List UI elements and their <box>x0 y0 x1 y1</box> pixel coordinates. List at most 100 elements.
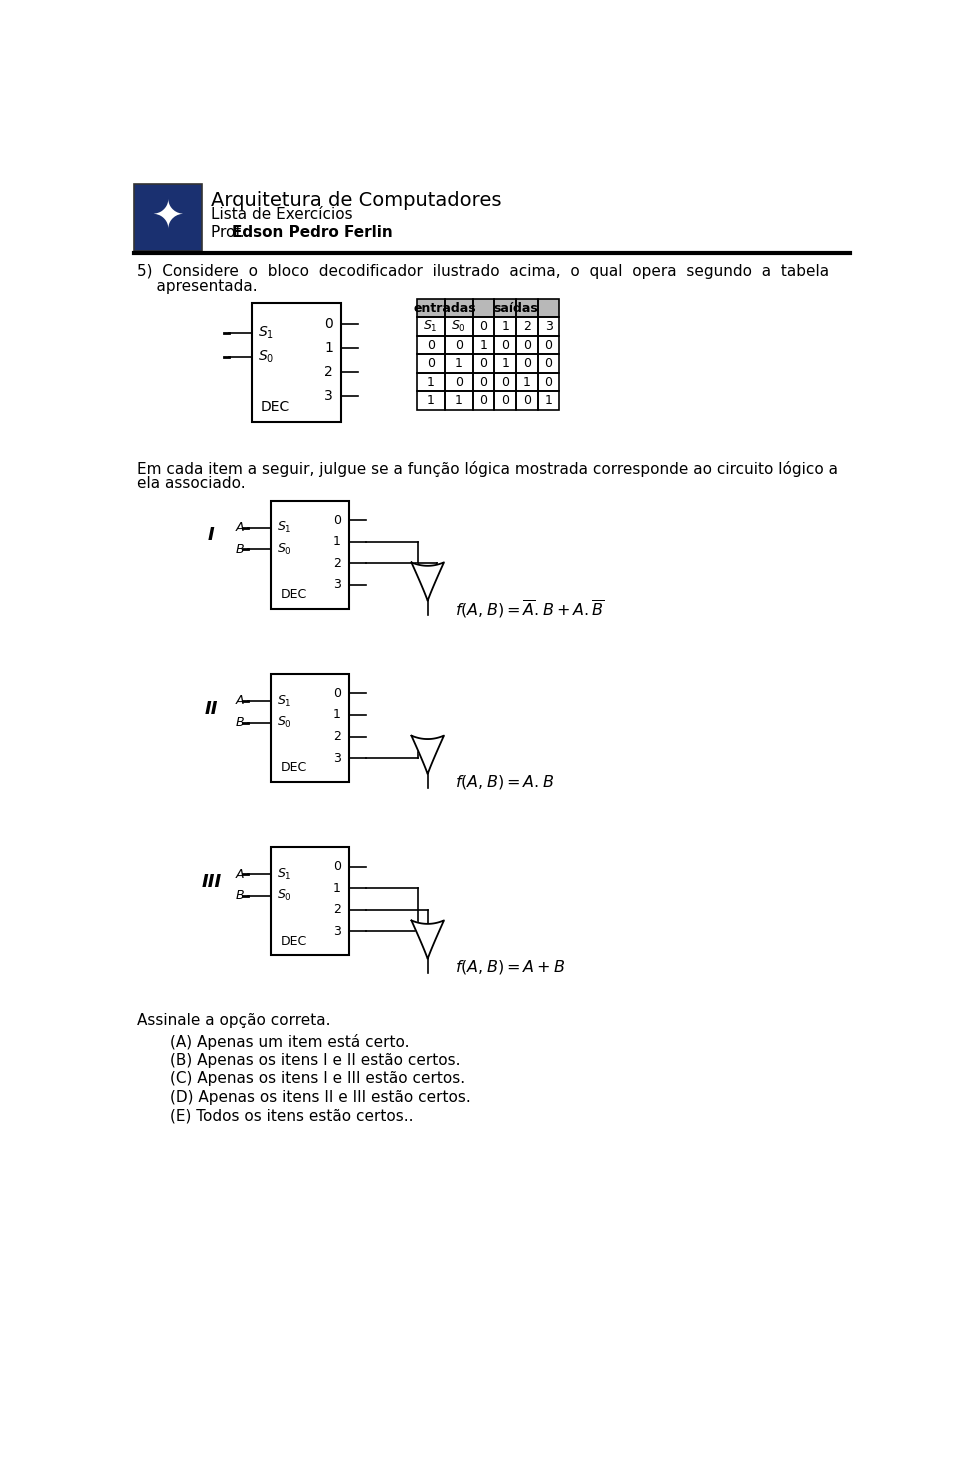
Bar <box>472 299 494 318</box>
Bar <box>516 318 538 336</box>
Text: 1: 1 <box>501 358 509 370</box>
Text: $S_1$: $S_1$ <box>258 325 274 341</box>
Text: 2: 2 <box>333 903 341 916</box>
Text: entradas: entradas <box>414 302 476 315</box>
Text: $S_0$: $S_0$ <box>277 888 292 903</box>
Bar <box>417 372 444 392</box>
Bar <box>472 372 494 392</box>
Text: 3: 3 <box>333 925 341 939</box>
Bar <box>134 183 203 251</box>
Bar <box>494 336 516 355</box>
Bar <box>516 355 538 372</box>
Text: 1: 1 <box>480 338 488 352</box>
Text: 0: 0 <box>501 338 509 352</box>
Text: B: B <box>235 715 244 729</box>
Text: 0: 0 <box>333 514 341 526</box>
Text: A: A <box>235 522 244 534</box>
Text: 1: 1 <box>455 395 463 406</box>
Text: DEC: DEC <box>280 934 306 947</box>
Text: (D) Apenas os itens II e III estão certos.: (D) Apenas os itens II e III estão certo… <box>170 1089 471 1106</box>
Bar <box>444 392 472 409</box>
Text: $S_1$: $S_1$ <box>277 520 292 535</box>
Polygon shape <box>412 562 444 602</box>
Bar <box>417 336 444 355</box>
Text: 1: 1 <box>324 341 333 355</box>
Bar <box>472 355 494 372</box>
Bar <box>538 318 560 336</box>
Bar <box>516 336 538 355</box>
Bar <box>538 355 560 372</box>
Text: $S_0$: $S_0$ <box>277 715 292 730</box>
Bar <box>472 318 494 336</box>
Bar <box>472 336 494 355</box>
Text: 0: 0 <box>333 687 341 701</box>
Text: $S_1$: $S_1$ <box>277 866 292 882</box>
Text: $S_0$: $S_0$ <box>451 319 467 334</box>
Text: 0: 0 <box>523 395 531 406</box>
Bar <box>494 372 516 392</box>
Text: III: III <box>202 873 222 891</box>
Text: 0: 0 <box>523 338 531 352</box>
Text: 0: 0 <box>333 860 341 873</box>
Text: $S_1$: $S_1$ <box>423 319 438 334</box>
Text: Assinale a opção correta.: Assinale a opção correta. <box>137 1012 330 1027</box>
Text: (E) Todos os itens estão certos..: (E) Todos os itens estão certos.. <box>170 1108 414 1123</box>
Text: Lista de Exercícios: Lista de Exercícios <box>211 207 353 222</box>
Text: 5)  Considere  o  bloco  decodificador  ilustrado  acima,  o  qual  opera  segun: 5) Considere o bloco decodificador ilust… <box>137 263 829 278</box>
Bar <box>538 299 560 318</box>
Bar <box>494 299 516 318</box>
Text: DEC: DEC <box>261 399 290 414</box>
Text: 3: 3 <box>324 389 333 403</box>
Bar <box>417 299 444 318</box>
Text: DEC: DEC <box>280 588 306 602</box>
Bar <box>417 299 444 318</box>
Bar <box>444 299 472 318</box>
Text: 1: 1 <box>427 375 435 389</box>
Text: I: I <box>208 526 215 544</box>
Text: A: A <box>235 695 244 708</box>
Text: 0: 0 <box>479 375 488 389</box>
Polygon shape <box>412 736 444 774</box>
Bar <box>444 299 472 318</box>
Text: 0: 0 <box>544 338 553 352</box>
Text: 1: 1 <box>427 395 435 406</box>
Bar <box>494 392 516 409</box>
Bar <box>472 299 494 318</box>
Bar <box>417 355 444 372</box>
Text: 0: 0 <box>501 375 509 389</box>
Text: (A) Apenas um item está certo.: (A) Apenas um item está certo. <box>170 1035 410 1051</box>
Bar <box>444 318 472 336</box>
Text: 0: 0 <box>324 318 333 331</box>
Bar <box>417 392 444 409</box>
Text: A: A <box>235 868 244 881</box>
Text: 1: 1 <box>544 395 553 406</box>
Text: (C) Apenas os itens I e III estão certos.: (C) Apenas os itens I e III estão certos… <box>170 1072 466 1086</box>
Text: 0: 0 <box>427 358 435 370</box>
Bar <box>516 372 538 392</box>
Text: Prof.: Prof. <box>211 225 250 239</box>
Bar <box>516 299 538 318</box>
Text: 0: 0 <box>479 395 488 406</box>
Bar <box>444 355 472 372</box>
Text: 3: 3 <box>544 321 553 333</box>
Text: 1: 1 <box>333 535 341 548</box>
Text: 1: 1 <box>501 321 509 333</box>
Text: apresentada.: apresentada. <box>137 279 257 294</box>
Text: 0: 0 <box>455 375 463 389</box>
Bar <box>516 392 538 409</box>
Text: 0: 0 <box>501 395 509 406</box>
Text: 0: 0 <box>544 358 553 370</box>
Bar <box>271 501 348 609</box>
Text: Edson Pedro Ferlin: Edson Pedro Ferlin <box>231 225 393 239</box>
Text: $S_0$: $S_0$ <box>258 349 275 365</box>
Text: ela associado.: ela associado. <box>137 476 246 491</box>
Text: 3: 3 <box>333 752 341 764</box>
Text: 0: 0 <box>479 321 488 333</box>
Text: 1: 1 <box>333 882 341 894</box>
Bar <box>271 847 348 955</box>
Polygon shape <box>412 921 444 959</box>
Text: Em cada item a seguir, julgue se a função lógica mostrada corresponde ao circuit: Em cada item a seguir, julgue se a funçã… <box>137 461 838 477</box>
Text: 1: 1 <box>455 358 463 370</box>
Bar <box>494 299 516 318</box>
Text: $f(A,B) = A.B$: $f(A,B) = A.B$ <box>455 773 554 791</box>
